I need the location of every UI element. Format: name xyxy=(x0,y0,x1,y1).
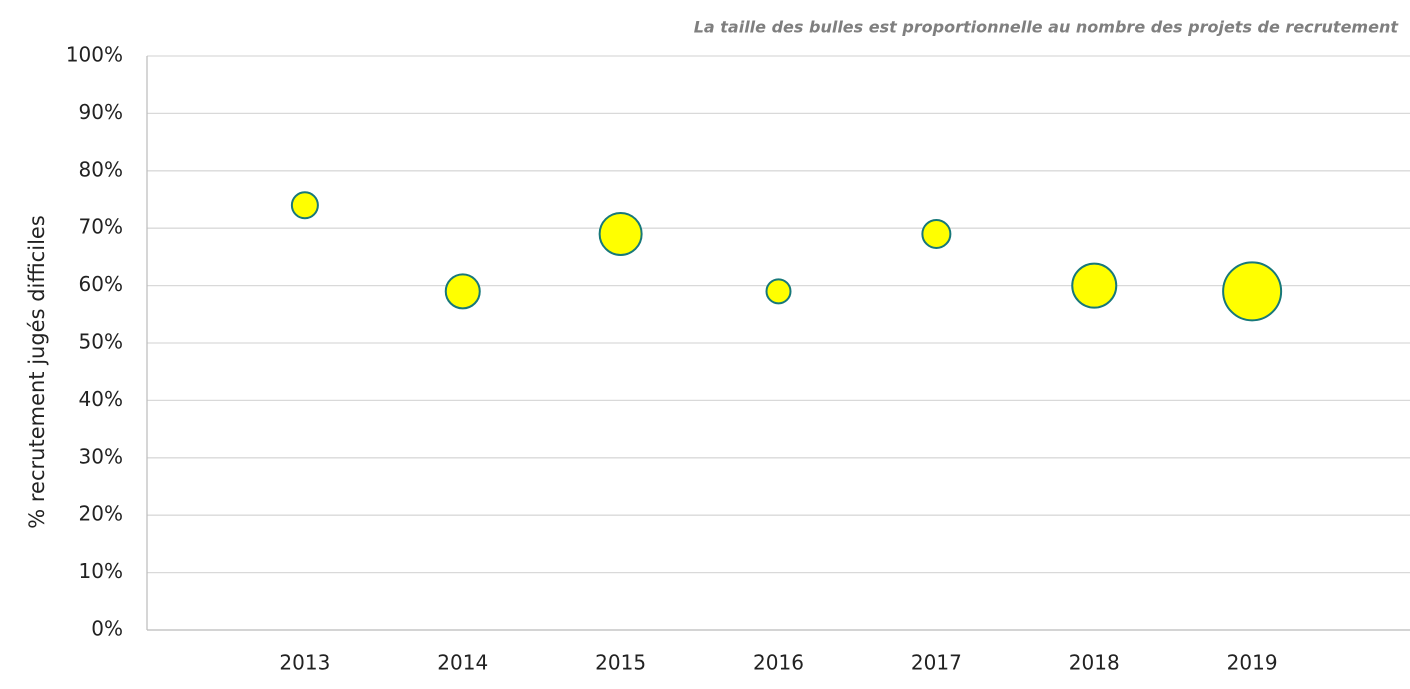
y-tick-label: 20% xyxy=(79,502,123,526)
x-tick-label: 2013 xyxy=(279,651,330,675)
y-tick-label: 90% xyxy=(79,100,123,124)
y-tick-label: 70% xyxy=(79,215,123,239)
y-tick-label: 10% xyxy=(79,559,123,583)
y-tick-label: 80% xyxy=(79,157,123,181)
y-tick-label: 30% xyxy=(79,444,123,468)
chart-subtitle: La taille des bulles est proportionnelle… xyxy=(694,18,1400,37)
bubble xyxy=(1222,261,1283,322)
bubble xyxy=(921,218,952,249)
bubble xyxy=(444,273,481,310)
bubble xyxy=(1071,262,1118,309)
x-tick-label: 2017 xyxy=(911,651,962,675)
y-tick-label: 60% xyxy=(79,272,123,296)
y-tick-label: 40% xyxy=(79,387,123,411)
y-axis-title: % recrutement jugés difficiles xyxy=(25,215,49,529)
bubble xyxy=(598,211,643,256)
bubble xyxy=(765,278,792,305)
x-tick-label: 2015 xyxy=(595,651,646,675)
x-tick-label: 2019 xyxy=(1227,651,1278,675)
x-tick-label: 2014 xyxy=(437,651,488,675)
bubble xyxy=(290,191,319,220)
y-tick-label: 50% xyxy=(79,330,123,354)
x-tick-label: 2016 xyxy=(753,651,804,675)
y-tick-label: 100% xyxy=(66,43,123,67)
y-tick-label: 0% xyxy=(91,617,123,641)
x-tick-label: 2018 xyxy=(1069,651,1120,675)
